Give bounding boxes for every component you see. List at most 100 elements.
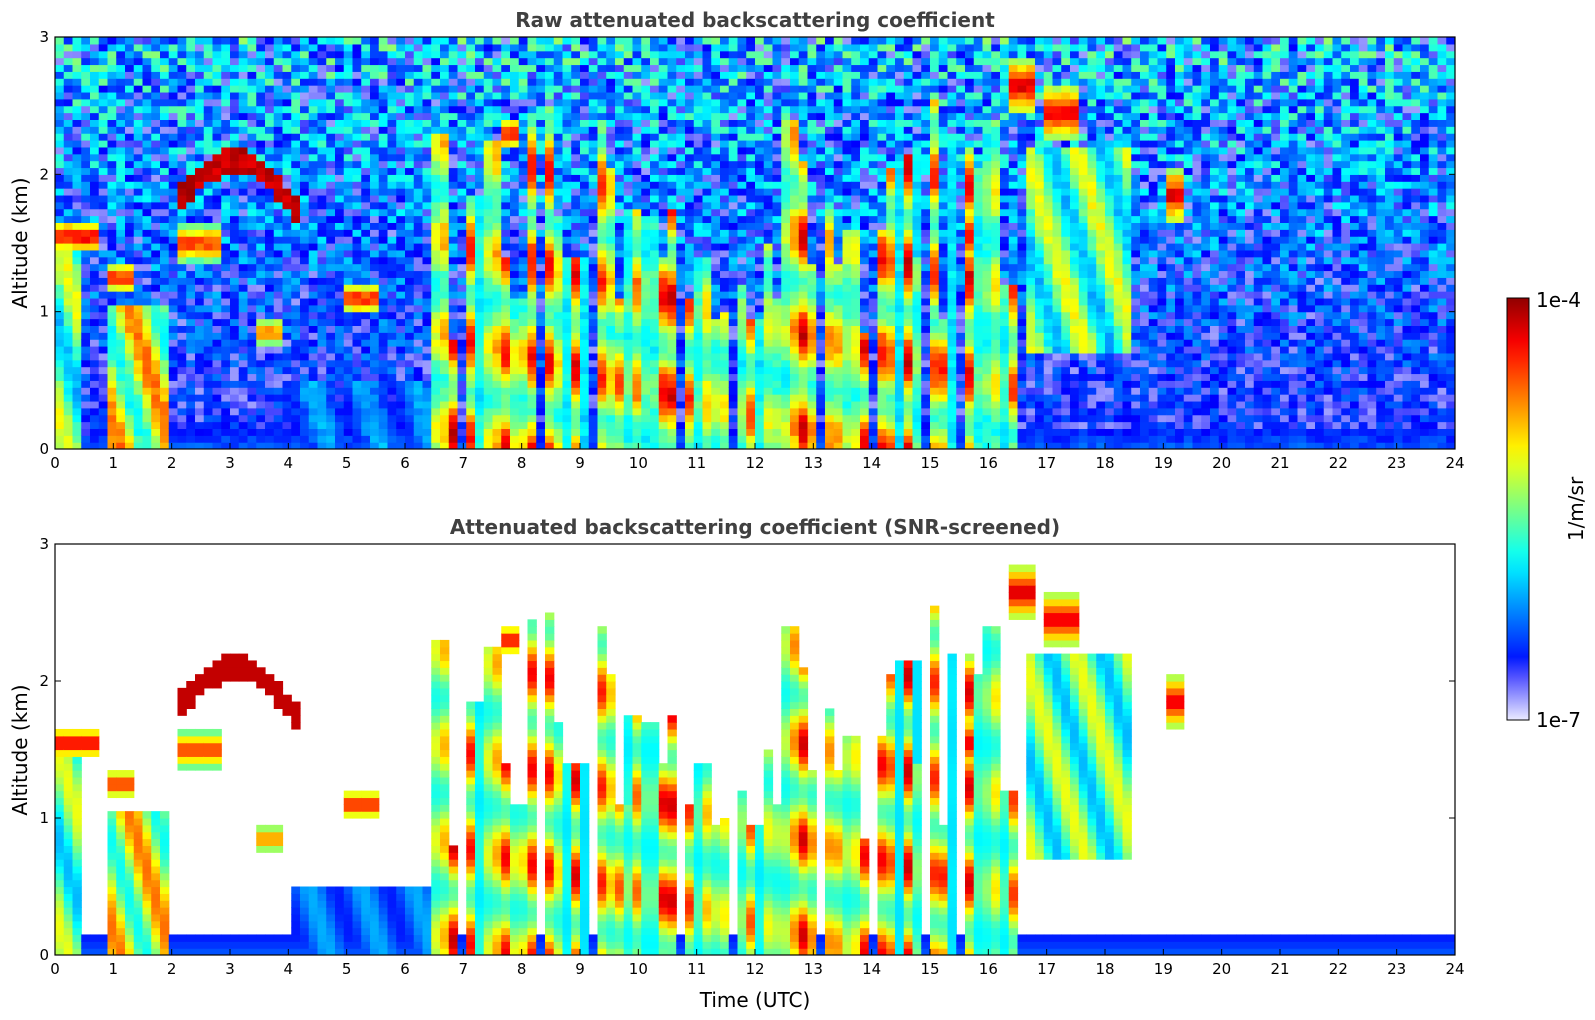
heatmap-cell [160,339,170,347]
heatmap-cell [676,325,686,333]
heatmap-cell [606,263,616,272]
heatmap-cell [763,373,774,381]
heatmap-cell [466,153,476,162]
heatmap-cell [317,318,327,326]
heatmap-cell [501,126,511,134]
heatmap-cell [160,394,170,402]
heatmap-cell [90,119,100,127]
heatmap-cell [396,119,406,127]
heatmap-cell [422,160,432,169]
heatmap-cell [142,236,152,244]
heatmap-cell [300,181,310,189]
heatmap-cell [457,263,467,272]
heatmap-cell [343,366,354,375]
heatmap-cell [387,414,397,423]
heatmap-cell [711,112,721,120]
heatmap-cell [238,270,249,278]
heatmap-cell [571,256,581,265]
heatmap-cell [63,112,74,120]
heatmap-cell [571,194,581,203]
heatmap-cell [693,215,704,223]
heatmap-cell [728,421,739,429]
heatmap-cell [580,387,590,395]
heatmap-cell [308,256,319,265]
heatmap-cell [203,105,214,114]
heatmap-cell [221,277,231,285]
heatmap-cell [90,194,100,203]
heatmap-cell [440,311,450,320]
heatmap-cell [317,167,327,175]
heatmap-cell [151,277,161,285]
heatmap-cell [238,407,249,416]
heatmap-cell [413,380,424,388]
heatmap-cell [711,43,721,52]
heatmap-cell [720,78,730,86]
heatmap-cell [107,428,117,436]
heatmap-cell [632,78,642,86]
heatmap-cell [107,229,117,237]
heatmap-cell [658,201,669,210]
heatmap-cell [606,400,616,409]
heatmap-cell [405,181,415,189]
heatmap-cell [370,57,380,66]
heatmap-cell [676,284,686,292]
heatmap-cell [125,394,135,402]
heatmap-cell [63,332,74,340]
heatmap-cell [623,380,634,388]
heatmap-cell [177,352,187,361]
heatmap-cell [81,256,91,265]
heatmap-cell [195,346,205,354]
heatmap-cell [212,112,222,120]
heatmap-cell [326,339,336,347]
heatmap-cell [186,188,196,196]
heatmap-cell [597,256,607,265]
heatmap-cell [588,126,599,134]
heatmap-cell [335,380,345,388]
heatmap-cell [483,442,494,449]
heatmap-cell [466,325,476,333]
heatmap-cell [361,243,371,251]
heatmap-cell [755,140,765,148]
heatmap-cell [632,71,642,79]
heatmap-cell [667,215,677,223]
heatmap-cell [116,119,126,127]
heatmap-cell [632,311,642,320]
heatmap-cell [737,57,747,66]
heatmap-cell [195,284,205,292]
heatmap-cell [615,400,625,409]
heatmap-cell [693,304,704,313]
heatmap-cell [230,400,240,409]
heatmap-cell [720,311,730,320]
heatmap-cell [343,37,354,45]
heatmap-cell [518,407,529,416]
heatmap-cell [317,435,327,443]
heatmap-cell [282,43,292,52]
heatmap-cell [90,421,100,429]
heatmap-cell [641,387,651,395]
heatmap-cell [230,428,240,436]
heatmap-cell [98,160,109,169]
heatmap-cell [615,91,625,100]
heatmap-cell [536,263,546,272]
heatmap-cell [335,78,345,86]
heatmap-cell [370,71,380,79]
heatmap-cell [265,126,275,134]
heatmap-cell [116,311,126,320]
heatmap-cell [492,366,502,375]
heatmap-cell [466,146,476,155]
heatmap-cell [256,435,266,443]
heatmap-cell [168,407,179,416]
heatmap-cell [711,407,721,416]
heatmap-cell [728,37,739,45]
heatmap-cell [562,270,572,278]
heatmap-cell [133,181,144,189]
heatmap-cell [326,105,336,114]
heatmap-cell [335,112,345,120]
heatmap-cell [772,435,782,443]
heatmap-cell [177,188,187,196]
heatmap-cell [553,387,564,395]
heatmap-cell [63,249,74,258]
heatmap-cell [545,421,555,429]
heatmap-cell [238,442,249,449]
heatmap-cell [693,174,704,182]
